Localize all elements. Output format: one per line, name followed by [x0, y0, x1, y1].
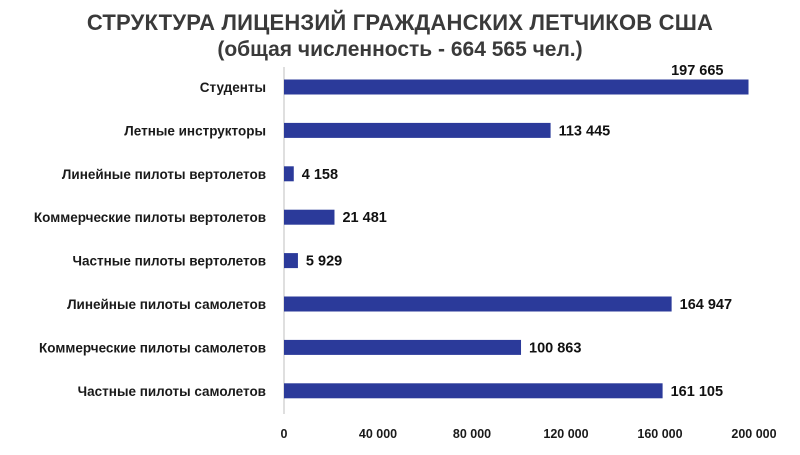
category-label: Коммерческие пилоты вертолетов: [34, 210, 266, 225]
bars-layer: [284, 79, 749, 399]
data-label: 4 158: [302, 167, 338, 183]
category-label: Коммерческие пилоты самолетов: [39, 340, 266, 355]
x-tick-label: 160 000: [637, 427, 682, 441]
x-tick-label: 200 000: [731, 427, 776, 441]
data-label: 100 863: [529, 340, 581, 356]
bar: [284, 209, 335, 225]
category-label: Линейные пилоты самолетов: [67, 297, 266, 312]
category-label: Частные пилоты самолетов: [78, 384, 266, 399]
category-label: Частные пилоты вертолетов: [73, 254, 266, 269]
data-label: 164 947: [680, 297, 732, 313]
data-label: 5 929: [306, 254, 342, 270]
bar: [284, 339, 522, 355]
bar: [284, 79, 749, 95]
x-tick-label: 40 000: [359, 427, 397, 441]
x-tick-label: 0: [281, 427, 288, 441]
category-label: Линейные пилоты вертолетов: [62, 167, 266, 182]
data-label: 161 105: [671, 384, 723, 400]
x-tick-label: 80 000: [453, 427, 491, 441]
x-tick-label: 120 000: [543, 427, 588, 441]
labels-layer: Студенты 197 665 Летные инструкторы 113 445…: [34, 63, 777, 441]
data-label: 197 665: [671, 63, 723, 79]
bar: [284, 383, 663, 399]
chart-subtitle: (общая численность - 664 565 чел.): [217, 38, 583, 61]
bar: [284, 253, 298, 269]
chart-title: СТРУКТУРА ЛИЦЕНЗИЙ ГРАЖДАНСКИХ ЛЕТЧИКОВ …: [86, 10, 714, 35]
data-label: 113 445: [559, 123, 611, 139]
category-label: Летные инструкторы: [124, 123, 266, 138]
bar: [284, 122, 551, 138]
category-label: Студенты: [200, 80, 266, 95]
data-label: 21 481: [342, 210, 386, 226]
bar: [284, 296, 672, 312]
bar: [284, 166, 294, 182]
